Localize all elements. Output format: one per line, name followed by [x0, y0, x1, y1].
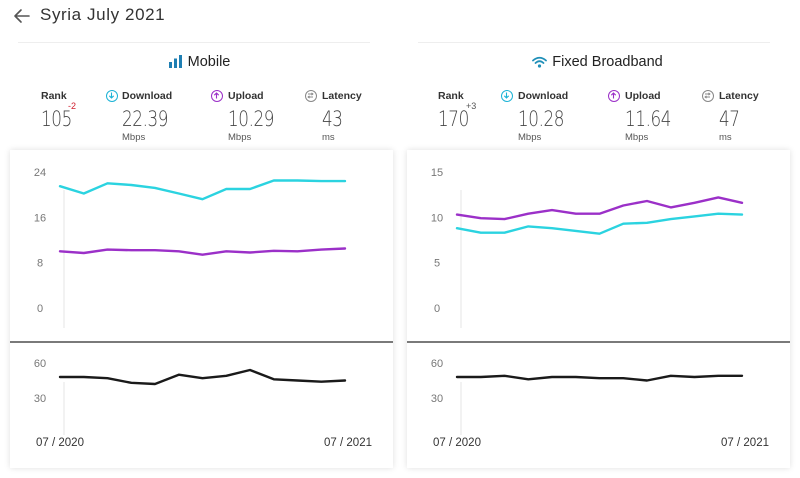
rank-label: Rank	[41, 90, 67, 102]
upload-value: 11.64	[625, 107, 672, 131]
panel-title-fixed-broadband: Fixed Broadband	[400, 54, 795, 70]
upload-unit: Mbps	[625, 132, 649, 143]
download-label: Download	[518, 90, 569, 102]
rank-change: +3	[466, 101, 477, 111]
x-axis-start-label: 07 / 2020	[36, 437, 84, 449]
download-unit: Mbps	[518, 132, 542, 143]
rank-value: 170	[438, 107, 469, 131]
rank-label: Rank	[438, 90, 464, 102]
x-axis-start-label: 07 / 2020	[433, 437, 481, 449]
panel-title-text: Fixed Broadband	[552, 54, 663, 70]
latency-y-tick-label: 60	[34, 358, 46, 370]
panel-title-mobile: Mobile	[2, 54, 397, 70]
latency-value: 47	[719, 107, 740, 131]
upload-label: Upload	[228, 90, 264, 102]
download-series-line	[455, 212, 744, 235]
download-value: 22.39	[122, 107, 169, 131]
upload-series-line	[58, 247, 347, 256]
speed-y-tick-label: 10	[431, 212, 443, 224]
speed-y-tick-label: 0	[434, 303, 440, 315]
latency-series-line	[58, 368, 347, 386]
speed-y-tick-label: 8	[37, 258, 43, 270]
speed-y-tick-label: 16	[34, 212, 46, 224]
speed-y-tick-label: 15	[431, 167, 443, 179]
upload-unit: Mbps	[228, 132, 252, 143]
download-icon	[501, 90, 513, 102]
download-label: Download	[122, 90, 173, 102]
speed-y-tick-label: 0	[37, 303, 43, 315]
upload-label: Upload	[625, 90, 661, 102]
latency-series-line	[455, 374, 744, 382]
download-icon	[106, 90, 118, 102]
upload-icon	[211, 90, 223, 102]
divider	[18, 42, 370, 43]
latency-icon	[305, 90, 317, 102]
upload-series-line	[455, 196, 744, 221]
x-axis-end-label: 07 / 2021	[721, 437, 769, 449]
speed-y-tick-label: 5	[434, 258, 440, 270]
panel-title-text: Mobile	[187, 54, 231, 70]
latency-unit: ms	[719, 132, 732, 143]
rank-change: -2	[68, 101, 77, 111]
download-unit: Mbps	[122, 132, 146, 143]
page-title: Syria July 2021	[40, 5, 166, 24]
latency-y-tick-label: 30	[34, 393, 46, 405]
divider	[418, 42, 770, 43]
chart-fixed-broadband: 0 5 10 15 30 60 07 / 2020 07 / 2021	[407, 167, 790, 449]
latency-value: 43	[322, 107, 343, 131]
rank-value: 105	[41, 107, 72, 131]
upload-value: 10.29	[228, 107, 275, 131]
speed-y-tick-label: 24	[34, 167, 46, 179]
download-series-line	[58, 179, 347, 201]
wifi-icon	[532, 56, 548, 68]
chart-panel-fixed-broadband: 0 5 10 15 30 60 07 / 2020 07 / 2021	[407, 150, 790, 468]
latency-y-tick-label: 60	[431, 358, 443, 370]
back-arrow-icon[interactable]	[12, 6, 32, 26]
latency-y-tick-label: 30	[431, 393, 443, 405]
latency-label: Latency	[322, 90, 362, 102]
chart-mobile: 0 8 16 24 30 60 07 / 2020 07 / 2021	[10, 167, 393, 449]
latency-label: Latency	[719, 90, 759, 102]
download-value: 10.28	[518, 107, 565, 131]
chart-panel-mobile: 0 8 16 24 30 60 07 / 2020 07 / 2021	[10, 150, 393, 468]
upload-icon	[608, 90, 620, 102]
x-axis-end-label: 07 / 2021	[324, 437, 372, 449]
signal-bars-icon	[168, 55, 182, 68]
latency-unit: ms	[322, 132, 335, 143]
latency-icon	[702, 90, 714, 102]
